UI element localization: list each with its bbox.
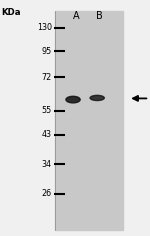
Text: 55: 55 (42, 106, 52, 115)
Text: 34: 34 (42, 160, 52, 169)
Text: KDa: KDa (2, 8, 21, 17)
Text: 26: 26 (42, 190, 52, 198)
Text: B: B (96, 11, 103, 21)
Text: 130: 130 (37, 23, 52, 32)
Bar (55, 11, 123, 230)
Text: 72: 72 (42, 73, 52, 82)
Text: 95: 95 (42, 47, 52, 56)
Text: A: A (72, 11, 79, 21)
Text: 43: 43 (42, 131, 52, 139)
Ellipse shape (90, 95, 104, 101)
Ellipse shape (66, 96, 80, 103)
